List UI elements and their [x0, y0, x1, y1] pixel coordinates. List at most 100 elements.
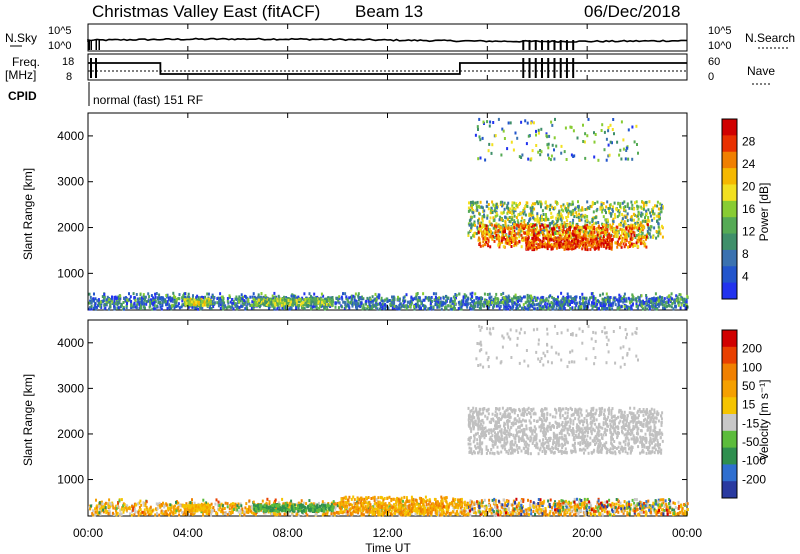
power-point: [595, 244, 598, 248]
power-point: [483, 215, 486, 219]
colorbar-segment: [722, 151, 737, 169]
power-point: [526, 296, 529, 300]
velocity-point: [92, 509, 95, 513]
nsky-gap-bar: [559, 40, 562, 50]
power-point: [505, 225, 508, 229]
power-point: [464, 295, 467, 299]
power-point: [602, 231, 604, 235]
power-point: [595, 221, 598, 225]
power-point: [638, 238, 641, 242]
power-point: [576, 136, 579, 140]
power-point: [469, 208, 472, 212]
power-point: [116, 306, 119, 310]
power-point: [623, 208, 626, 212]
power-point: [583, 236, 586, 240]
power-point: [516, 136, 519, 140]
power-point: [342, 300, 345, 304]
power-point: [641, 235, 644, 239]
power-point: [550, 211, 553, 215]
power-point: [498, 245, 501, 249]
power-point: [608, 235, 611, 239]
power-point: [130, 304, 133, 308]
velocity-point: [587, 511, 590, 515]
power-point: [546, 235, 549, 238]
power-point: [281, 298, 284, 302]
power-point: [523, 231, 526, 235]
power-point: [139, 293, 142, 297]
power-point: [511, 302, 514, 306]
power-point: [519, 298, 522, 302]
power-point: [88, 292, 91, 296]
power-point: [606, 225, 609, 228]
power-point: [503, 296, 506, 300]
velocity-point: [245, 502, 248, 506]
power-point: [167, 296, 170, 300]
power-point: [514, 238, 517, 242]
velocity-point: [623, 508, 626, 512]
power-point: [248, 302, 251, 306]
power-point: [599, 240, 602, 243]
power-point: [591, 307, 594, 311]
power-point: [596, 242, 599, 246]
power-point: [637, 223, 640, 227]
power-point: [506, 147, 509, 151]
power-point: [493, 304, 496, 308]
power-point: [602, 235, 605, 239]
power-point: [500, 211, 503, 215]
power-point: [480, 221, 483, 225]
power-point: [257, 298, 260, 302]
power-point: [623, 299, 626, 302]
power-point: [310, 301, 313, 305]
velocity-point: [685, 502, 688, 506]
power-point: [592, 243, 595, 246]
velocity-point: [177, 504, 180, 507]
power-point: [357, 298, 360, 302]
power-point: [590, 292, 593, 296]
power-point: [465, 300, 467, 304]
power-point: [652, 210, 654, 214]
power-point: [564, 302, 567, 306]
colorbar-tick-label: 28: [742, 135, 756, 149]
power-point: [166, 293, 169, 297]
power-point: [613, 296, 616, 300]
power-point: [155, 292, 158, 295]
power-point: [166, 300, 169, 304]
power-point: [441, 301, 444, 305]
power-point: [513, 214, 516, 218]
power-point: [645, 212, 648, 216]
power-point: [509, 207, 512, 211]
power-point: [593, 240, 596, 244]
power-point: [500, 239, 503, 243]
power-point: [597, 247, 600, 251]
power-point: [555, 216, 558, 220]
power-point: [495, 234, 498, 237]
power-point: [111, 300, 114, 304]
power-point: [528, 223, 531, 227]
power-point: [616, 232, 619, 235]
power-point: [611, 237, 614, 241]
power-point: [581, 296, 584, 300]
power-point: [642, 205, 645, 208]
power-point: [561, 216, 564, 220]
power-point: [636, 306, 639, 310]
power-point: [568, 234, 571, 238]
power-point: [264, 294, 267, 298]
power-point: [549, 158, 552, 162]
power-point: [463, 302, 466, 306]
power-point: [485, 224, 488, 228]
velocity-point: [479, 504, 482, 508]
power-point: [509, 242, 511, 246]
power-point: [573, 297, 576, 301]
power-point: [462, 300, 465, 304]
power-point: [524, 205, 527, 208]
power-point: [359, 297, 362, 301]
power-point: [551, 295, 554, 299]
power-point: [423, 298, 426, 302]
power-point: [652, 299, 655, 303]
power-point: [641, 212, 644, 216]
power-point: [629, 225, 632, 228]
power-point: [489, 211, 492, 215]
power-point: [656, 219, 658, 223]
freq-gap-bar: [90, 58, 92, 78]
